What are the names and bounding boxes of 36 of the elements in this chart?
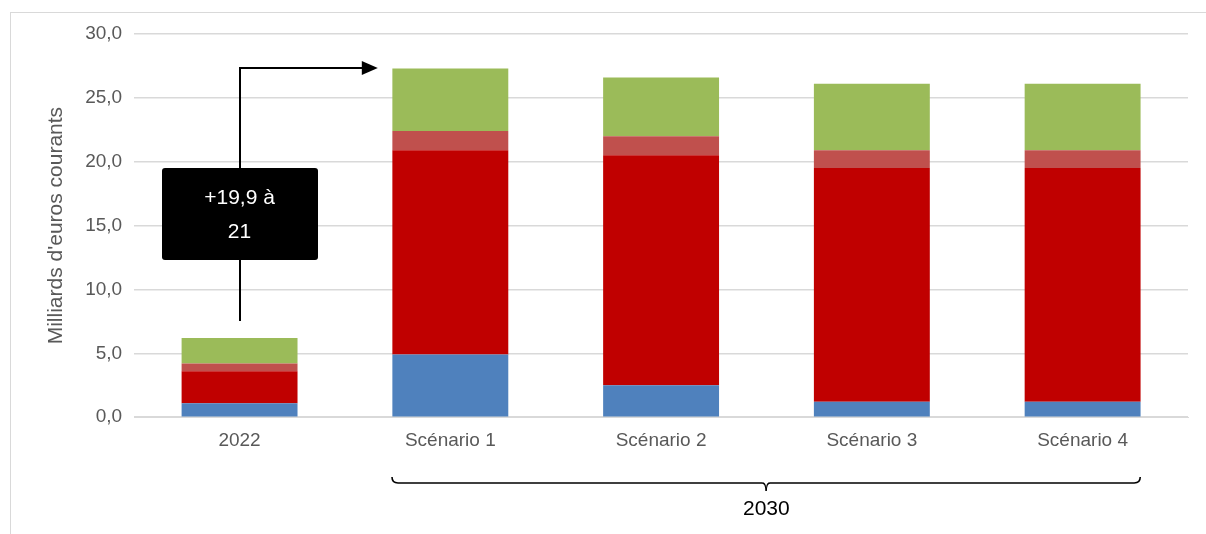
x-tick-label: Scénario 2 (615, 428, 707, 450)
bar (603, 77, 720, 137)
callout-box: +19,9 à 21 (161, 168, 318, 261)
bar (813, 150, 930, 169)
bar (603, 136, 720, 156)
bar (603, 385, 720, 417)
bar (1024, 401, 1141, 417)
y-tick-label: 0,0 (95, 405, 123, 427)
x-tick-label: 2022 (218, 428, 261, 450)
bar (181, 338, 298, 364)
y-tick-label: 25,0 (85, 86, 123, 108)
x-tick-label: Scénario 3 (826, 428, 918, 450)
bar (1024, 168, 1141, 402)
x-tick-label: Scénario 1 (404, 428, 496, 450)
annotation: +19,9 à 21 (204, 185, 275, 243)
y-tick-label: 5,0 (95, 341, 123, 363)
bar (1024, 150, 1141, 169)
bar (181, 403, 298, 417)
y-tick-label: 20,0 (85, 149, 123, 171)
bar (603, 155, 720, 386)
bar (181, 371, 298, 404)
bar (1024, 83, 1141, 151)
x-tick-label: Scénario 4 (1037, 428, 1129, 450)
bar (813, 83, 930, 151)
bar (813, 401, 930, 417)
bar (392, 131, 509, 151)
bar (392, 150, 509, 355)
bar (181, 363, 298, 372)
y-axis-title: Milliards d'euros courants (43, 106, 67, 345)
y-tick-label: 30,0 (85, 22, 123, 44)
text: 2030 (742, 496, 790, 520)
bar (392, 68, 509, 132)
y-tick-label: 10,0 (85, 277, 123, 299)
bar (813, 168, 930, 402)
y-tick-label: 15,0 (85, 213, 123, 235)
bar (392, 354, 509, 417)
